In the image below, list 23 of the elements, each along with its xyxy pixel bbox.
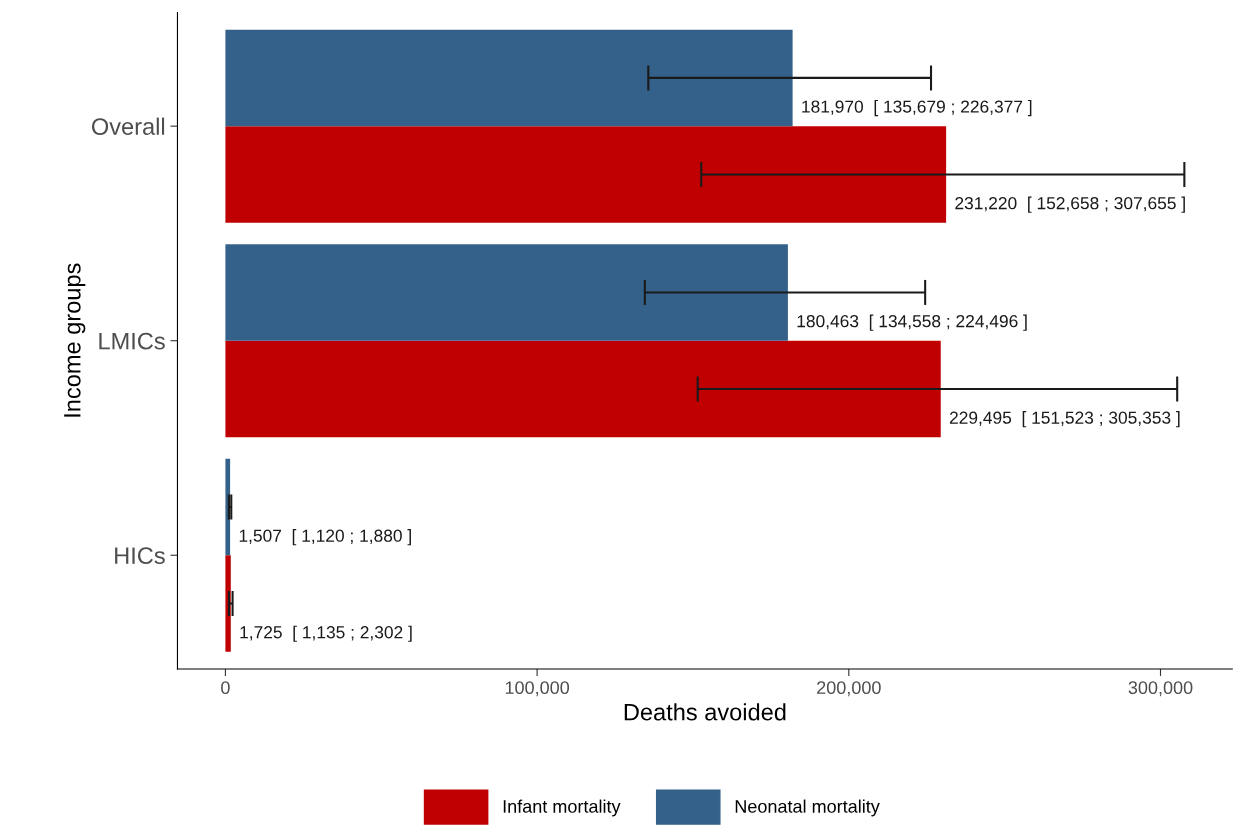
y-tick-label: Overall: [91, 117, 165, 135]
bar: [225, 340, 941, 438]
legend-label: Infant mortality: [503, 799, 621, 817]
bar: [225, 458, 231, 556]
bar: [225, 555, 231, 652]
data-label: 231,220 [ 152,658 ; 307,655 ]: [955, 196, 1185, 213]
x-axis-title: Deaths avoided: [624, 703, 786, 721]
bar: [225, 29, 793, 127]
data-label: 1,725 [ 1,135 ; 2,302 ]: [240, 625, 412, 642]
data-label: 1,507 [ 1,120 ; 1,880 ]: [239, 529, 411, 546]
bar: [225, 244, 788, 341]
bar: [225, 126, 947, 223]
x-tick-label: 300,000: [1128, 681, 1193, 697]
x-tick-label: 100,000: [505, 681, 570, 697]
legend-label: Neonatal mortality: [735, 799, 880, 817]
y-tick-label: HICs: [115, 547, 165, 565]
x-tick-label: 200,000: [817, 681, 881, 697]
data-label: 181,970 [ 135,679 ; 226,377 ]: [802, 100, 1032, 117]
data-label: 180,463 [ 134,558 ; 224,496 ]: [797, 314, 1027, 331]
y-axis-title: Income groups: [64, 263, 86, 417]
y-tick-label: LMICs: [99, 332, 165, 350]
data-label: 229,495 [ 151,523 ; 305,353 ]: [949, 411, 1180, 428]
x-tick-label: 0: [221, 681, 230, 695]
